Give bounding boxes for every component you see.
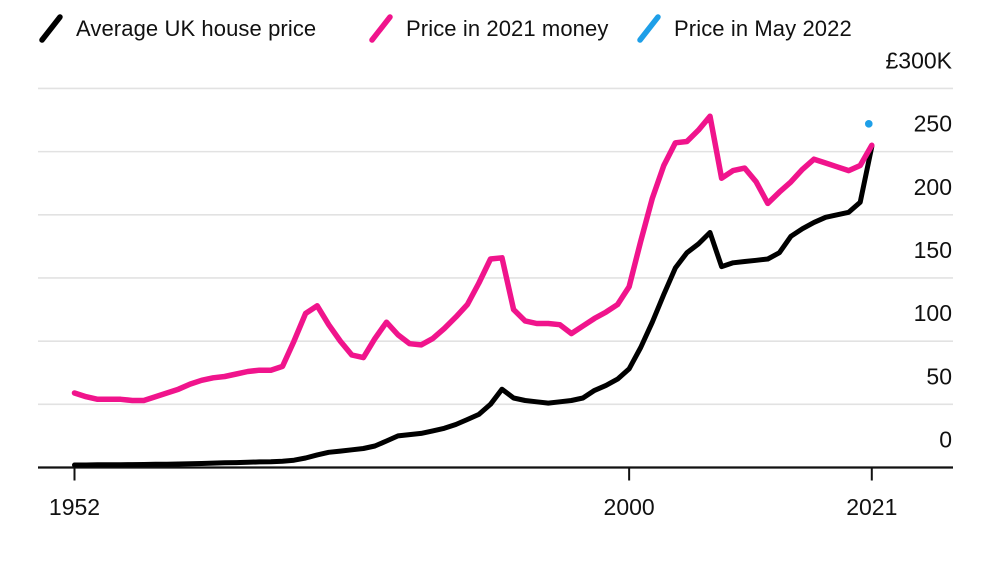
y-tick-label: 250 — [914, 111, 952, 137]
y-tick-label: 150 — [914, 237, 952, 263]
series-line-average-uk-house-price — [72, 144, 875, 468]
legend-item-price-in-may-2022: Price in May 2022 — [636, 13, 852, 45]
y-tick-label: 200 — [914, 174, 952, 200]
y-tick-label: 100 — [914, 300, 952, 326]
legend-label: Price in 2021 money — [406, 16, 609, 41]
legend-item-average-uk-house-price: Average UK house price — [38, 13, 316, 45]
legend-label: Price in May 2022 — [674, 16, 852, 41]
y-tick-label: 50 — [926, 363, 952, 389]
blue-slash-icon — [636, 13, 662, 45]
legend-item-price-in-2021-money: Price in 2021 money — [368, 13, 608, 45]
black-slash-icon — [38, 13, 64, 45]
pink-slash-icon — [368, 13, 394, 45]
y-tick-label: £300K — [885, 47, 952, 73]
y-tick-label: 0 — [939, 427, 952, 453]
point-price-in-may-2022 — [864, 120, 873, 128]
x-tick-label: 2000 — [604, 494, 655, 520]
legend-label: Average UK house price — [76, 16, 317, 41]
x-tick-label: 1952 — [49, 494, 100, 520]
x-tick-label: 2021 — [846, 494, 897, 520]
series-line-price-in-2021-money — [71, 113, 875, 404]
